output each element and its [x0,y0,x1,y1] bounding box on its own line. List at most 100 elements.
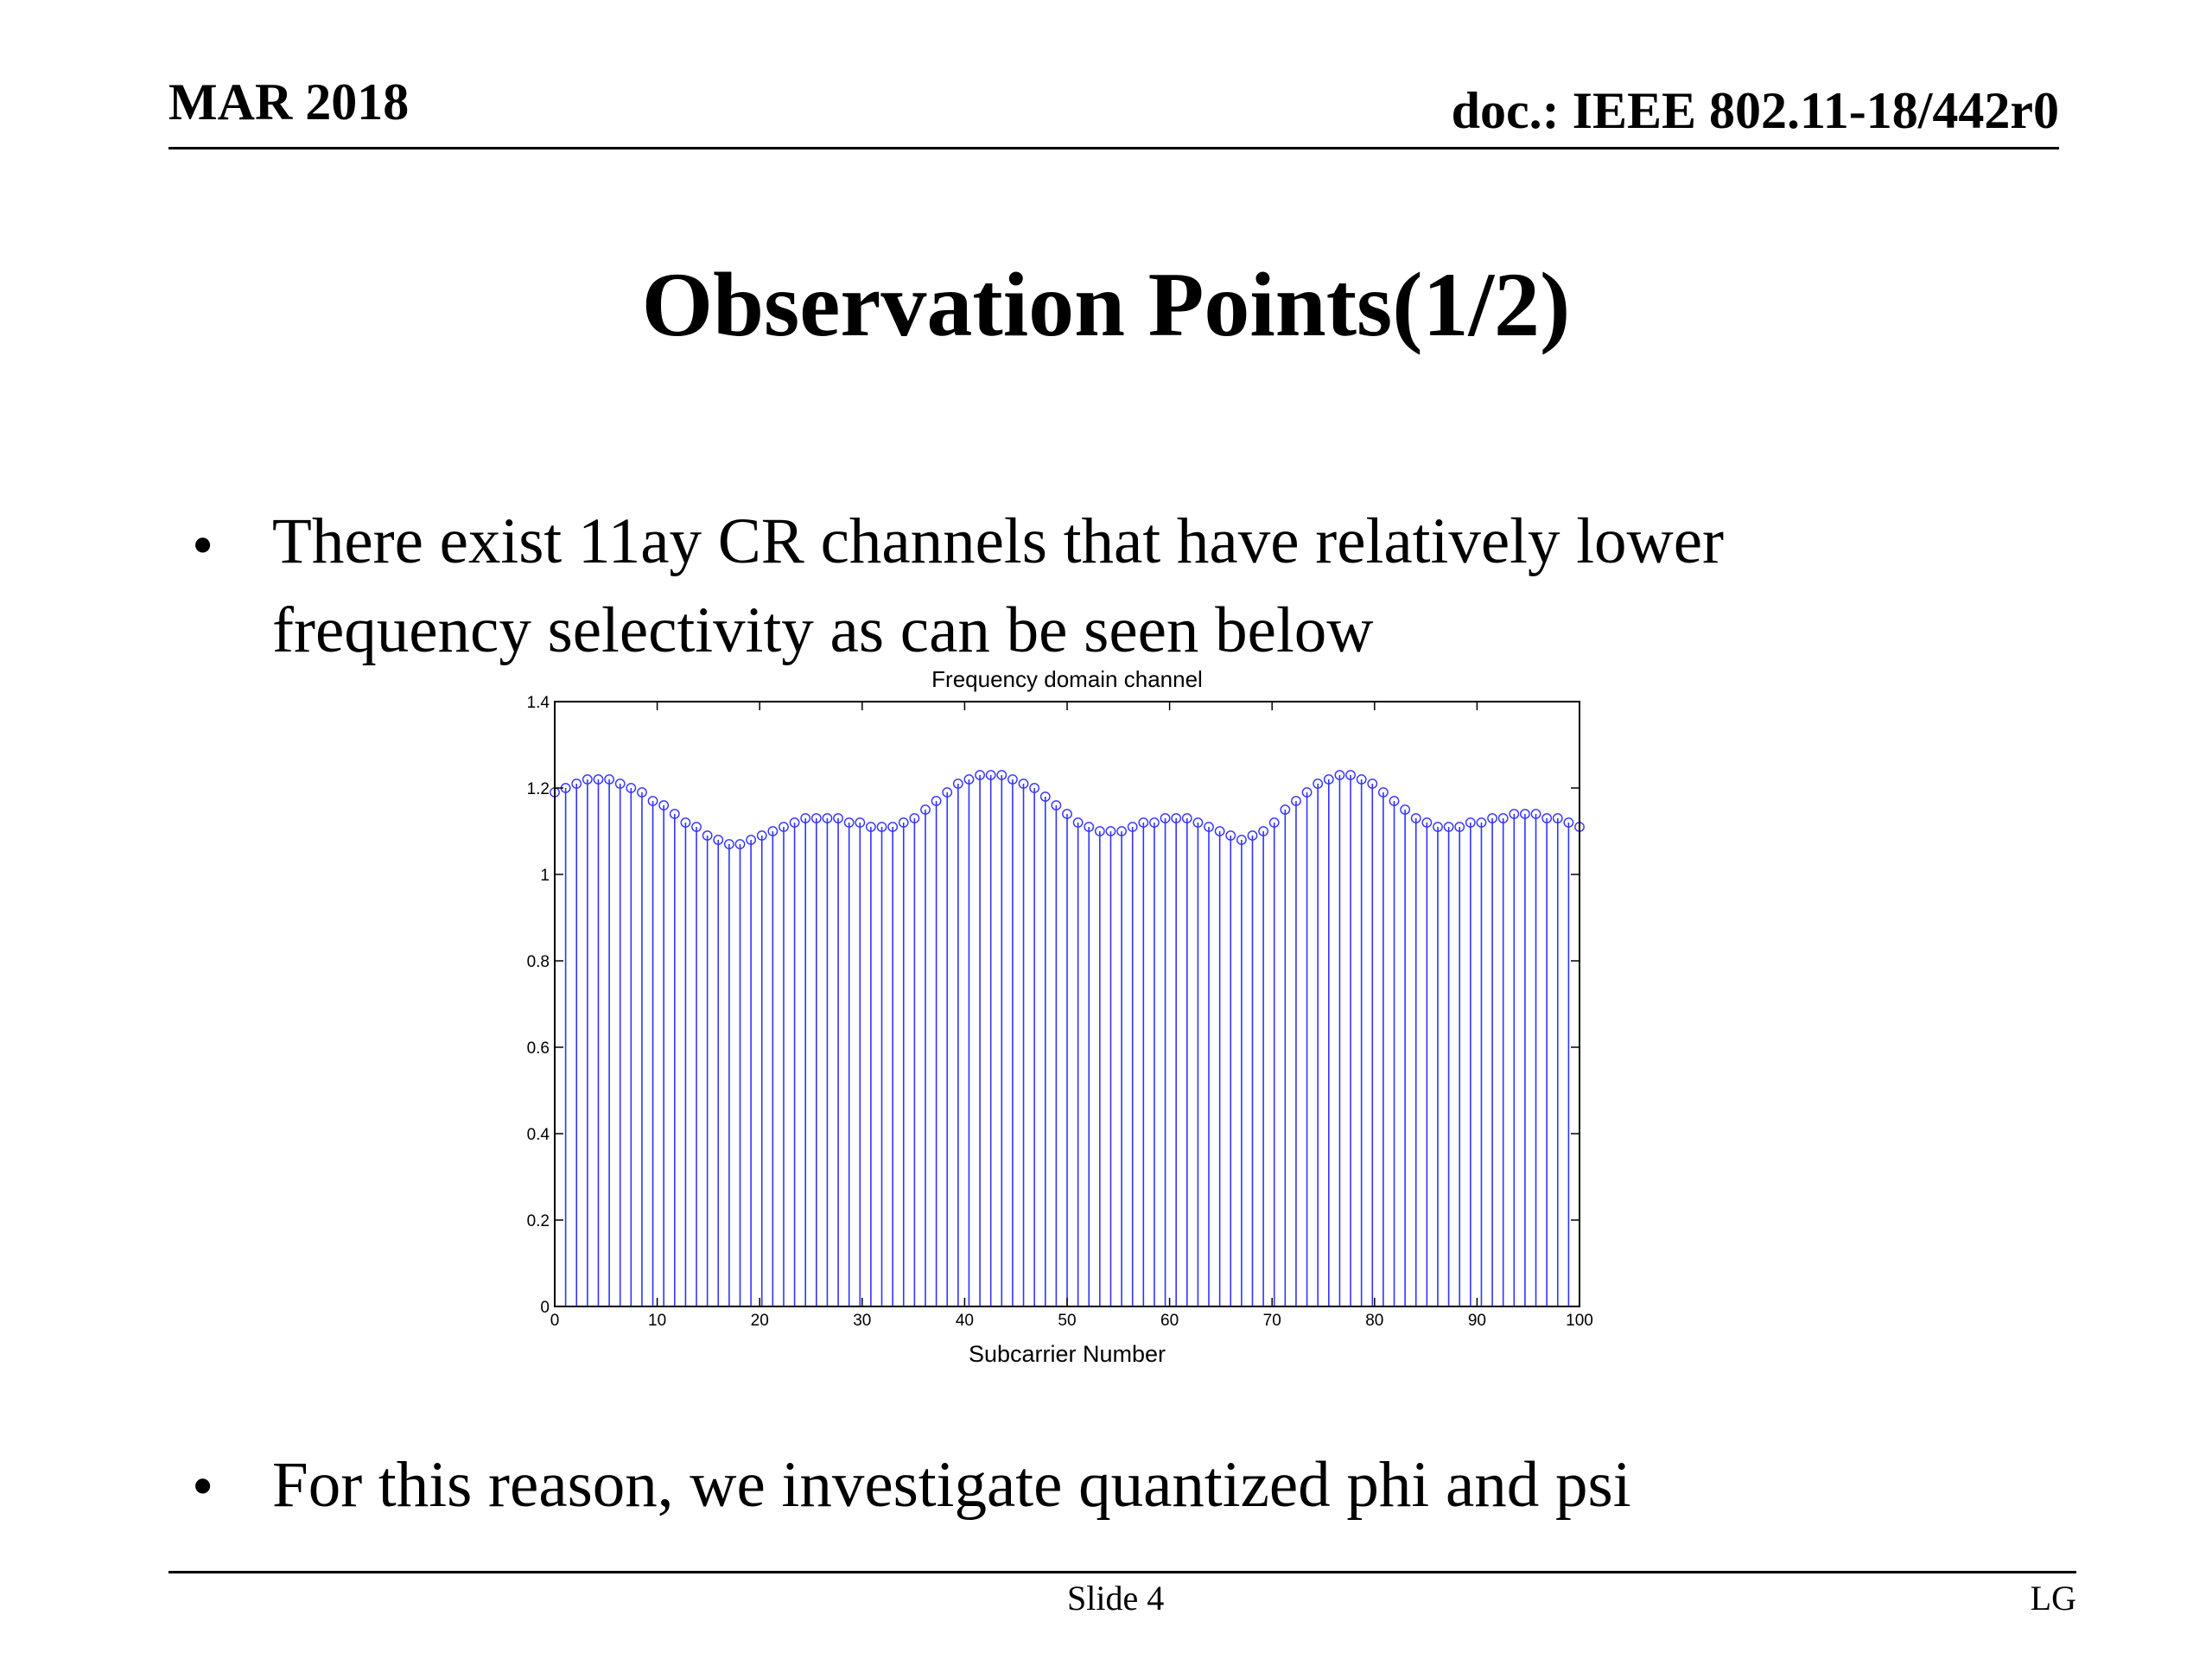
stem-marker [1552,813,1563,823]
stem-marker [1389,796,1400,806]
stem-marker [855,817,866,828]
stem-marker [614,779,626,789]
stem-marker [942,787,953,798]
slide-title: Observation Points(1/2) [641,254,1571,355]
x-tick-label: 70 [1263,1312,1281,1330]
stem-marker [1291,796,1301,806]
stem-marker [1454,822,1465,832]
stem-marker [963,774,975,785]
stem-marker [800,813,811,823]
stem-marker [1334,770,1345,780]
y-tick-label: 0.6 [527,1039,550,1058]
bullet-1-line-1: There exist 11ay CR channels that have r… [272,505,1724,577]
stem-marker [1301,787,1313,798]
stem-marker [1563,817,1574,828]
x-tick-label: 60 [1160,1312,1179,1330]
stem-marker [723,839,734,849]
y-tick-label: 0 [540,1299,550,1317]
y-tick-label: 1 [540,867,550,885]
chart-title: Frequency domain channel [931,666,1203,692]
bullet-2-marker: • [192,1452,214,1521]
y-tick-label: 1.4 [527,694,550,712]
stem-marker [1520,809,1530,819]
x-tick-label: 80 [1365,1312,1383,1330]
y-tick-label: 0.8 [527,953,550,971]
stem-marker [734,839,746,849]
stem-marker [658,800,670,810]
stem-marker [931,796,942,806]
stem-marker [593,774,604,785]
stem-marker [952,779,963,789]
x-tick-label: 20 [751,1312,769,1330]
stem-marker [1204,822,1214,832]
bullet-2-text: For this reason, we investigate quantize… [272,1440,1631,1529]
stem-marker [1116,826,1127,836]
stem-marker [1072,817,1084,828]
stem-marker [637,787,647,798]
stem-marker [1476,817,1487,828]
stem-marker [647,796,658,806]
stem-marker [1268,817,1280,828]
frequency-domain-chart: Frequency domain channel 0 10 20 30 40 50 60 70… [527,666,1593,1367]
stem-marker [1400,804,1411,815]
x-tick-label: 90 [1468,1312,1486,1330]
stem-marker [1258,826,1269,836]
stem-marker [887,822,899,832]
stem-marker [789,817,800,828]
stem-marker [1138,817,1149,828]
stem-marker [822,813,833,823]
stem-marker [1094,826,1105,836]
stem-marker [1410,813,1421,823]
stem-marker [1465,817,1476,828]
bullet-2-line-1: For this reason, we investigate quantize… [272,1449,1631,1521]
stem-marker [746,835,757,845]
footer-organization: LG [2030,1579,2076,1618]
chart-markers [550,770,1585,849]
y-tick-label: 0.4 [527,1126,550,1144]
stem-marker [985,770,996,780]
stem-marker [1323,774,1334,785]
stem-marker [1181,813,1192,823]
stem-marker [756,830,767,841]
bullet-1-text: There exist 11ay CR channels that have r… [272,497,1724,675]
stem-marker [702,830,713,841]
stem-marker [1149,817,1160,828]
stem-marker [1367,779,1378,789]
x-tick-label: 100 [1566,1312,1593,1330]
stem-marker [865,822,876,832]
header-date: MAR 2018 [168,73,410,130]
stem-marker [604,774,614,785]
stem-marker [876,822,887,832]
header-divider [168,147,2059,149]
stem-marker [1509,809,1520,819]
x-tick-label: 10 [648,1312,666,1330]
stem-marker [1105,826,1116,836]
stem-marker [582,774,593,785]
y-tick-label: 0.2 [527,1212,550,1230]
stem-marker [1007,774,1018,785]
stem-marker [767,826,779,836]
stem-marker [1051,800,1062,810]
stem-marker [996,770,1007,780]
stem-marker [1236,835,1247,845]
stem-marker [669,809,680,819]
stem-marker [1084,822,1095,832]
stem-marker [626,783,637,793]
stem-marker [779,822,789,832]
stem-marker [1313,779,1324,789]
y-tick-label: 1.2 [527,780,550,798]
header-doc-id: doc.: IEEE 802.11-18/442r0 [1451,82,2059,139]
stem-marker [1039,791,1051,802]
stem-marker [1487,813,1497,823]
x-tick-label: 30 [853,1312,871,1330]
stem-marker [1192,817,1204,828]
x-tick-label: 50 [1058,1312,1076,1330]
bullet-1-line-2: frequency selectivity as can be seen bel… [272,594,1374,666]
stem-marker [810,813,822,823]
stem-marker [1356,774,1367,785]
footer-slide-number: Slide 4 [1067,1579,1165,1618]
stem-marker [1062,809,1072,819]
footer-divider [168,1571,2076,1573]
stem-marker [1214,826,1225,836]
stem-marker [843,817,855,828]
